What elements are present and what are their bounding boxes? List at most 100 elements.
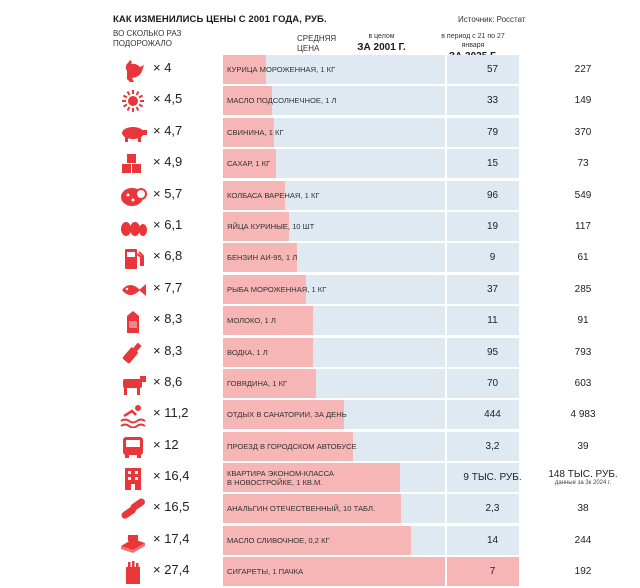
table-row: × 6,1 ЯЙЦА КУРИНЫЕ, 10 ШТ 19 117: [113, 211, 591, 242]
price-2025: 148 ТЫС. РУБ.: [548, 468, 618, 480]
row-panel: ГОВЯДИНА, 1 КГ 70 603: [223, 368, 591, 398]
factor-label: × 27,4: [153, 562, 190, 578]
column-divider: [445, 337, 447, 367]
table-row: × 11,2 ОТДЫХ В САНАТОРИИ, ЗА ДЕНЬ 444 4 983: [113, 399, 596, 430]
item-label: ОТДЫХ В САНАТОРИИ, ЗА ДЕНЬ: [227, 410, 347, 420]
price-2025: 39: [577, 440, 589, 452]
column-divider: [537, 149, 539, 179]
price-2025-cell: 285: [539, 275, 627, 304]
column-header-2001-sub: в целом: [368, 33, 395, 40]
price-2001: 14: [486, 534, 499, 546]
column-divider: [445, 431, 447, 461]
row-panel: РЫБА МОРОЖЕННАЯ, 1 КГ 37 285: [223, 274, 591, 304]
price-2025: 192: [574, 566, 592, 578]
row-panel: МАСЛО СЛИВОЧНОЕ, 0,2 КГ 14 244: [223, 525, 591, 555]
item-label: РЫБА МОРОЖЕННАЯ, 1 КГ: [227, 284, 327, 294]
price-2001: 3,2: [485, 440, 500, 452]
price-2025-cell: 91: [539, 306, 627, 335]
price-2001: 70: [486, 377, 499, 389]
row-panel: СВИНИНА, 1 КГ 79 370: [223, 117, 591, 147]
fuel-pump-icon: [118, 245, 148, 271]
price-2025-cell: 603: [539, 369, 627, 398]
column-divider: [445, 180, 447, 210]
price-2025-cell: 549: [539, 181, 627, 210]
factor-bar: [223, 211, 289, 241]
price-2025-cell: 149: [539, 86, 627, 115]
cow-icon: [118, 371, 148, 397]
price-2025: 244: [574, 534, 592, 546]
column-divider: [445, 55, 447, 84]
item-label: ВОДКА, 1 Л: [227, 347, 268, 357]
factor-bar: [223, 400, 344, 430]
item-label: СВИНИНА, 1 КГ: [227, 127, 284, 137]
milk-carton-icon: [118, 308, 148, 334]
item-label: КОЛБАСА ВАРЕНАЯ, 1 КГ: [227, 190, 320, 200]
factor-label: × 5,7: [153, 185, 183, 201]
column-divider: [445, 463, 447, 493]
item-label: КВАРТИРА ЭКОНОМ-КЛАССА В НОВОСТРОЙКЕ, 1 …: [227, 468, 334, 487]
bottle-icon: [118, 340, 148, 366]
item-label: ПРОЕЗД В ГОРОДСКОМ АВТОБУСЕ: [227, 441, 357, 451]
price-2001: 7: [489, 566, 496, 578]
column-divider: [445, 368, 447, 398]
table-row: × 4,7 СВИНИНА, 1 КГ 79 370: [113, 117, 591, 148]
factor-bar: [223, 494, 402, 524]
pills-icon: [118, 496, 148, 522]
row-panel: ЯЙЦА КУРИНЫЕ, 10 ШТ 19 117: [223, 211, 591, 241]
price-2025: 285: [574, 283, 592, 295]
table-row: × 5,7 КОЛБАСА ВАРЕНАЯ, 1 КГ 96 549: [113, 180, 591, 211]
item-label: СИГАРЕТЫ, 1 ПАЧКА: [227, 567, 304, 577]
item-label: МАСЛО ПОДСОЛНЕЧНОЕ, 1 Л: [227, 96, 337, 106]
price-2025-cell: 227: [539, 55, 627, 84]
factor-bar: [223, 55, 267, 84]
column-divider: [537, 368, 539, 398]
item-label: ЯЙЦА КУРИНЫЕ, 10 ШТ: [227, 221, 315, 231]
item-label: КУРИЦА МОРОЖЕННАЯ, 1 КГ: [227, 65, 336, 74]
column-header-2001-title: ЗА 2001 Г.: [357, 42, 406, 53]
factor-label: × 8,6: [153, 373, 183, 389]
factor-label: × 8,3: [153, 342, 183, 358]
row-panel: АНАЛЬГИН ОТЕЧЕСТВЕННЫЙ, 10 ТАБЛ. 2,3 38: [223, 494, 589, 524]
price-2025-cell: 793: [539, 338, 627, 367]
row-panel: САХАР, 1 КГ 15 73: [223, 149, 589, 179]
factor-bar: [223, 180, 285, 210]
chart-title: КАК ИЗМЕНИЛИСЬ ЦЕНЫ С 2001 ГОДА, РУБ.: [113, 14, 327, 25]
factor-bar: [223, 368, 316, 398]
item-label: АНАЛЬГИН ОТЕЧЕСТВЕННЫЙ, 10 ТАБЛ.: [227, 504, 376, 514]
item-label: МОЛОКО, 1 Л: [227, 316, 276, 326]
column-divider: [445, 211, 447, 241]
price-2025: 91: [577, 315, 589, 327]
price-2025: 4 983: [570, 409, 596, 421]
price-2001: 9 ТЫС. РУБ.: [463, 472, 522, 484]
row-panel: ОТДЫХ В САНАТОРИИ, ЗА ДЕНЬ 444 4 983: [223, 400, 596, 430]
butter-icon: [118, 528, 148, 554]
factor-label: × 4,5: [153, 91, 183, 107]
factor-label: × 6,8: [153, 248, 183, 264]
price-2025-cell: 370: [539, 118, 627, 147]
column-divider: [537, 55, 539, 84]
price-2025: 793: [574, 346, 592, 358]
price-2025-cell: 192: [539, 557, 627, 586]
column-divider: [445, 494, 447, 524]
factor-label: × 7,7: [153, 279, 183, 295]
bus-icon: [118, 434, 148, 460]
price-column-header: СРЕДНЯЯ ЦЕНА: [297, 34, 337, 53]
price-2001: 79: [486, 126, 499, 138]
column-divider: [445, 306, 447, 336]
price-2025-cell: 73: [539, 149, 627, 178]
factor-label: × 12: [153, 436, 179, 452]
table-row: × 12 ПРОЕЗД В ГОРОДСКОМ АВТОБУСЕ 3,2 39: [113, 431, 589, 462]
price-2025: 603: [574, 377, 592, 389]
sunflower-icon: [118, 88, 148, 114]
table-row: × 16,5 АНАЛЬГИН ОТЕЧЕСТВЕННЫЙ, 10 ТАБЛ. 2,…: [113, 493, 589, 524]
row-panel: БЕНЗИН АИ-95, 1 Л 9 61: [223, 243, 589, 273]
price-2025: 370: [574, 126, 592, 138]
factor-bar: [223, 274, 307, 304]
factor-label: × 8,3: [153, 311, 183, 327]
column-divider: [537, 525, 539, 555]
factor-label: × 16,4: [153, 468, 190, 484]
chicken-icon: [118, 57, 148, 83]
factor-bar: [223, 337, 313, 367]
price-2025: 117: [575, 220, 591, 232]
table-row: × 8,3 МОЛОКО, 1 Л 11 91: [113, 305, 589, 336]
